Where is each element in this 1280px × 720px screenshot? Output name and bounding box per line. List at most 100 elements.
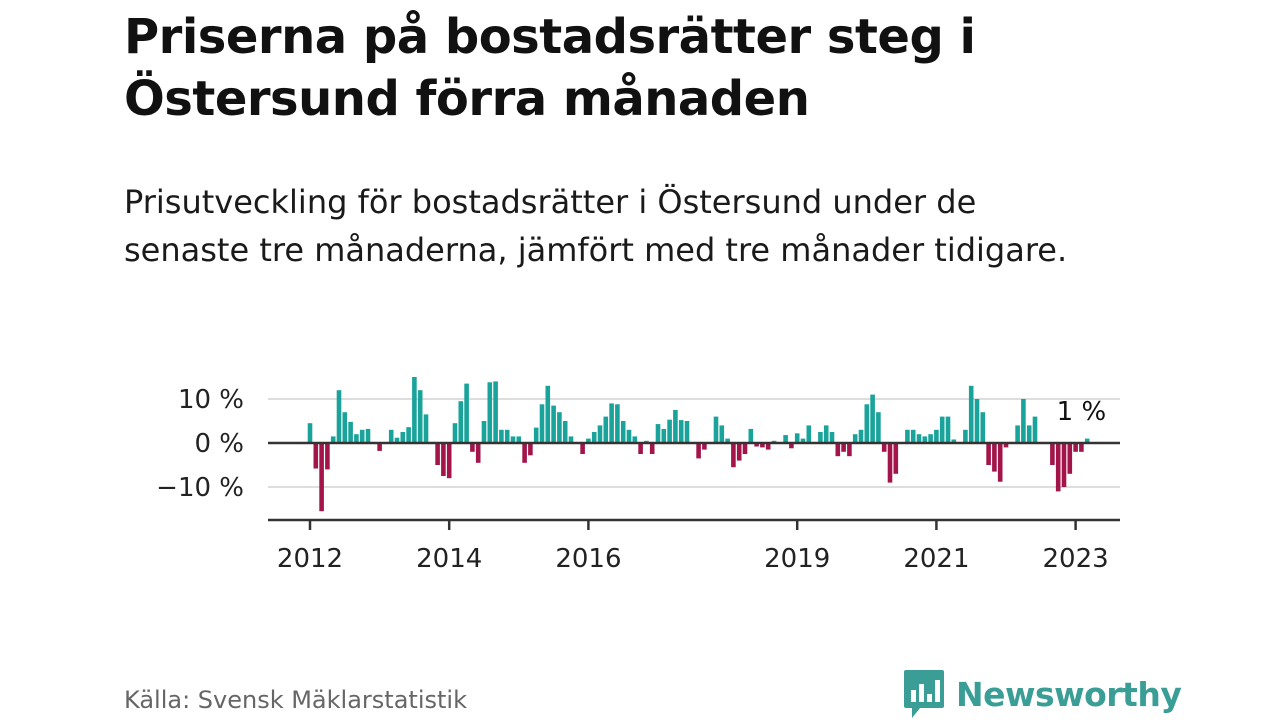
bar xyxy=(1026,425,1032,443)
bar xyxy=(881,443,887,452)
bar xyxy=(649,443,655,454)
bar xyxy=(841,443,846,452)
bar xyxy=(499,429,504,443)
bar xyxy=(847,443,852,457)
bar xyxy=(916,434,922,443)
bar xyxy=(365,428,371,443)
bar xyxy=(748,428,754,443)
x-tick-label: 2021 xyxy=(903,544,969,574)
bar xyxy=(406,427,411,443)
bar xyxy=(829,432,835,443)
bar xyxy=(319,443,324,512)
bar xyxy=(400,432,406,443)
bar xyxy=(934,429,939,443)
bar xyxy=(307,423,313,443)
chart-title: Priserna på bostadsrätter steg i Östersu… xyxy=(124,9,976,127)
bar xyxy=(806,425,812,443)
bar xyxy=(922,436,928,443)
bar xyxy=(551,405,556,443)
bar xyxy=(974,399,980,443)
bar xyxy=(504,429,510,443)
bar xyxy=(731,443,736,468)
bar xyxy=(1067,443,1073,474)
bar xyxy=(545,385,551,443)
bar xyxy=(823,425,829,443)
bar xyxy=(470,443,475,452)
bar xyxy=(620,421,626,443)
bar xyxy=(667,419,672,443)
bar xyxy=(452,423,458,443)
bar xyxy=(638,443,643,454)
bar xyxy=(441,443,446,476)
bar xyxy=(597,425,603,443)
bar xyxy=(615,404,620,443)
bar xyxy=(887,443,893,483)
bar xyxy=(1032,416,1038,443)
bar xyxy=(348,421,353,443)
x-axis-ticks: 2012 2014 2016 2019 2021 2023 xyxy=(277,520,1109,574)
bar xyxy=(632,436,638,443)
bar xyxy=(870,394,875,443)
bar xyxy=(992,443,997,472)
chart-subtitle: Prisutveckling för bostadsrätter i Öster… xyxy=(124,183,1068,269)
bar xyxy=(1021,399,1026,443)
bar xyxy=(435,443,440,465)
source-credit: Källa: Svensk Mäklarstatistik xyxy=(124,686,467,714)
bar xyxy=(661,428,667,443)
last-value-annotation: 1 % xyxy=(1057,397,1107,427)
x-tick-label: 2019 xyxy=(764,544,830,574)
bar xyxy=(342,412,348,443)
brand-name: Newsworthy xyxy=(956,674,1182,714)
bar xyxy=(684,421,690,443)
bar xyxy=(423,414,429,443)
bar xyxy=(388,429,394,443)
bar xyxy=(626,429,632,443)
bar xyxy=(905,429,910,443)
bar xyxy=(417,390,423,443)
bar xyxy=(963,429,968,443)
bar xyxy=(736,443,742,461)
x-tick-label: 2012 xyxy=(277,544,343,574)
bar xyxy=(673,410,678,443)
bar xyxy=(939,416,945,443)
bar xyxy=(986,443,991,465)
bar xyxy=(1050,443,1055,465)
bar xyxy=(719,425,725,443)
bar xyxy=(458,401,464,443)
bar xyxy=(562,421,568,443)
bar xyxy=(487,382,493,443)
bar xyxy=(586,438,591,443)
bar xyxy=(945,416,951,443)
bar xyxy=(394,437,400,443)
bar xyxy=(951,439,957,443)
bar xyxy=(968,385,974,443)
x-tick-label: 2023 xyxy=(1043,544,1109,574)
bar xyxy=(893,443,899,474)
bar xyxy=(557,412,562,443)
bar xyxy=(864,404,870,443)
bar xyxy=(336,390,342,443)
bar xyxy=(702,443,707,450)
bar xyxy=(591,432,597,443)
bars xyxy=(307,377,1090,512)
bar xyxy=(928,434,933,443)
bar xyxy=(852,434,858,443)
bar xyxy=(1084,438,1090,443)
bar xyxy=(678,420,684,443)
bar xyxy=(446,443,452,479)
bar xyxy=(359,429,365,443)
bar xyxy=(818,432,823,443)
bar xyxy=(800,438,806,443)
bar xyxy=(910,429,916,443)
bar xyxy=(997,443,1003,482)
bar xyxy=(1073,443,1078,452)
bar xyxy=(835,443,841,457)
bar xyxy=(1003,443,1009,448)
y-tick-label: 10 % xyxy=(178,385,244,415)
bar xyxy=(789,443,794,449)
bar xyxy=(412,377,417,443)
bar xyxy=(533,427,539,443)
bar xyxy=(475,443,481,463)
bar xyxy=(325,443,330,470)
bar xyxy=(696,443,701,459)
